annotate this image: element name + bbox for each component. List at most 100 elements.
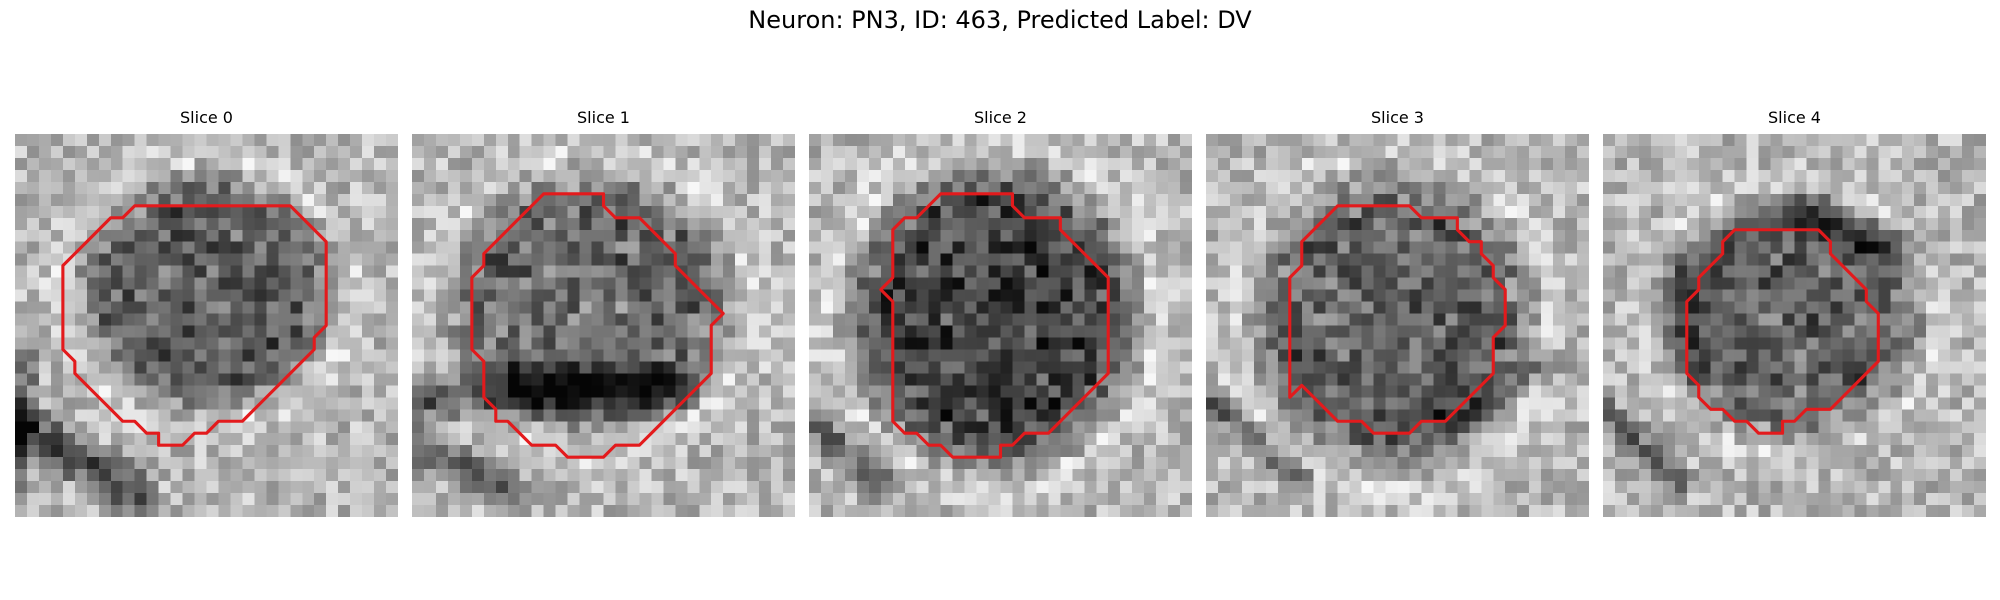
- pixel: [1229, 157, 1243, 171]
- pixel: [771, 253, 784, 266]
- pixel: [1072, 313, 1085, 326]
- pixel: [122, 457, 135, 470]
- pixel: [1662, 457, 1676, 470]
- pixel: [1301, 253, 1314, 266]
- pixel: [1650, 409, 1664, 422]
- pixel: [1144, 205, 1157, 219]
- pixel: [1457, 193, 1470, 207]
- pixel: [1337, 421, 1350, 434]
- pixel: [809, 134, 822, 147]
- pixel: [1830, 421, 1843, 434]
- pixel: [134, 481, 147, 494]
- pixel: [940, 361, 953, 374]
- pixel: [1000, 361, 1013, 374]
- pixel: [1036, 289, 1049, 302]
- pixel: [122, 181, 135, 195]
- pixel: [38, 397, 52, 410]
- pixel: [1565, 313, 1578, 326]
- pixel: [242, 193, 255, 207]
- pixel: [1914, 157, 1927, 171]
- pixel: [182, 241, 195, 254]
- pixel: [687, 505, 700, 517]
- pixel: [1120, 361, 1133, 374]
- pixel: [1626, 181, 1640, 195]
- pixel: [1120, 493, 1133, 506]
- pixel: [1409, 145, 1422, 159]
- pixel: [759, 397, 772, 410]
- pixel: [759, 481, 772, 494]
- pixel: [158, 493, 171, 506]
- cell-contour: [1288, 204, 1507, 435]
- pixel: [1698, 277, 1711, 290]
- pixel: [1734, 325, 1747, 338]
- pixel: [1481, 265, 1494, 278]
- pixel: [591, 457, 604, 470]
- pixel: [1313, 433, 1326, 446]
- pixel: [603, 289, 616, 302]
- pixel: [471, 277, 485, 290]
- pixel: [1529, 397, 1542, 410]
- pixel: [158, 397, 171, 410]
- pixel: [1638, 193, 1652, 207]
- pixel: [218, 205, 231, 219]
- pixel: [1962, 289, 1975, 302]
- pixel: [362, 385, 375, 398]
- pixel: [1457, 181, 1470, 195]
- pixel: [182, 385, 195, 398]
- pixel: [1577, 325, 1589, 338]
- pixel: [1854, 409, 1867, 422]
- pixel: [459, 361, 473, 374]
- pixel: [1830, 409, 1843, 422]
- pixel: [1746, 301, 1759, 314]
- pixel: [15, 241, 28, 254]
- pixel: [1048, 145, 1061, 159]
- pixel: [856, 217, 870, 230]
- pixel: [1445, 205, 1458, 219]
- pixel: [1132, 361, 1145, 374]
- pixel: [1626, 457, 1640, 470]
- pixel: [1421, 301, 1434, 314]
- pixel: [242, 253, 255, 266]
- pixel: [1361, 313, 1374, 326]
- pixel: [1361, 205, 1374, 219]
- pixel: [266, 265, 279, 278]
- pixel: [820, 397, 834, 410]
- pixel: [1505, 469, 1518, 482]
- pixel: [38, 469, 52, 482]
- pixel: [1770, 169, 1783, 183]
- pixel: [242, 229, 255, 242]
- pixel: [1156, 469, 1169, 482]
- pixel: [1842, 145, 1855, 159]
- pixel: [1337, 169, 1350, 183]
- pixel: [735, 505, 748, 517]
- pixel: [1493, 433, 1506, 446]
- pixel: [435, 217, 449, 230]
- pixel: [1144, 169, 1157, 183]
- pixel: [278, 193, 291, 207]
- pixel: [579, 445, 592, 458]
- pixel: [1385, 277, 1398, 290]
- pixel: [1144, 433, 1157, 446]
- pixel: [1277, 337, 1291, 350]
- pixel: [820, 265, 834, 278]
- pixel: [158, 313, 171, 326]
- pixel: [1445, 229, 1458, 242]
- pixel: [675, 385, 688, 398]
- pixel: [1132, 265, 1145, 278]
- pixel: [50, 409, 64, 422]
- pixel: [1421, 409, 1434, 422]
- pixel: [1577, 241, 1589, 254]
- pixel: [435, 181, 449, 195]
- pixel: [1577, 169, 1589, 183]
- pixel: [809, 481, 822, 494]
- pixel: [940, 193, 953, 207]
- pixel: [326, 481, 339, 494]
- pixel: [1409, 134, 1422, 147]
- pixel: [1361, 301, 1374, 314]
- pixel: [230, 349, 243, 362]
- pixel: [928, 445, 941, 458]
- pixel: [1553, 217, 1566, 230]
- pixel: [1120, 205, 1133, 219]
- pixel: [386, 241, 398, 254]
- pixel: [1541, 325, 1554, 338]
